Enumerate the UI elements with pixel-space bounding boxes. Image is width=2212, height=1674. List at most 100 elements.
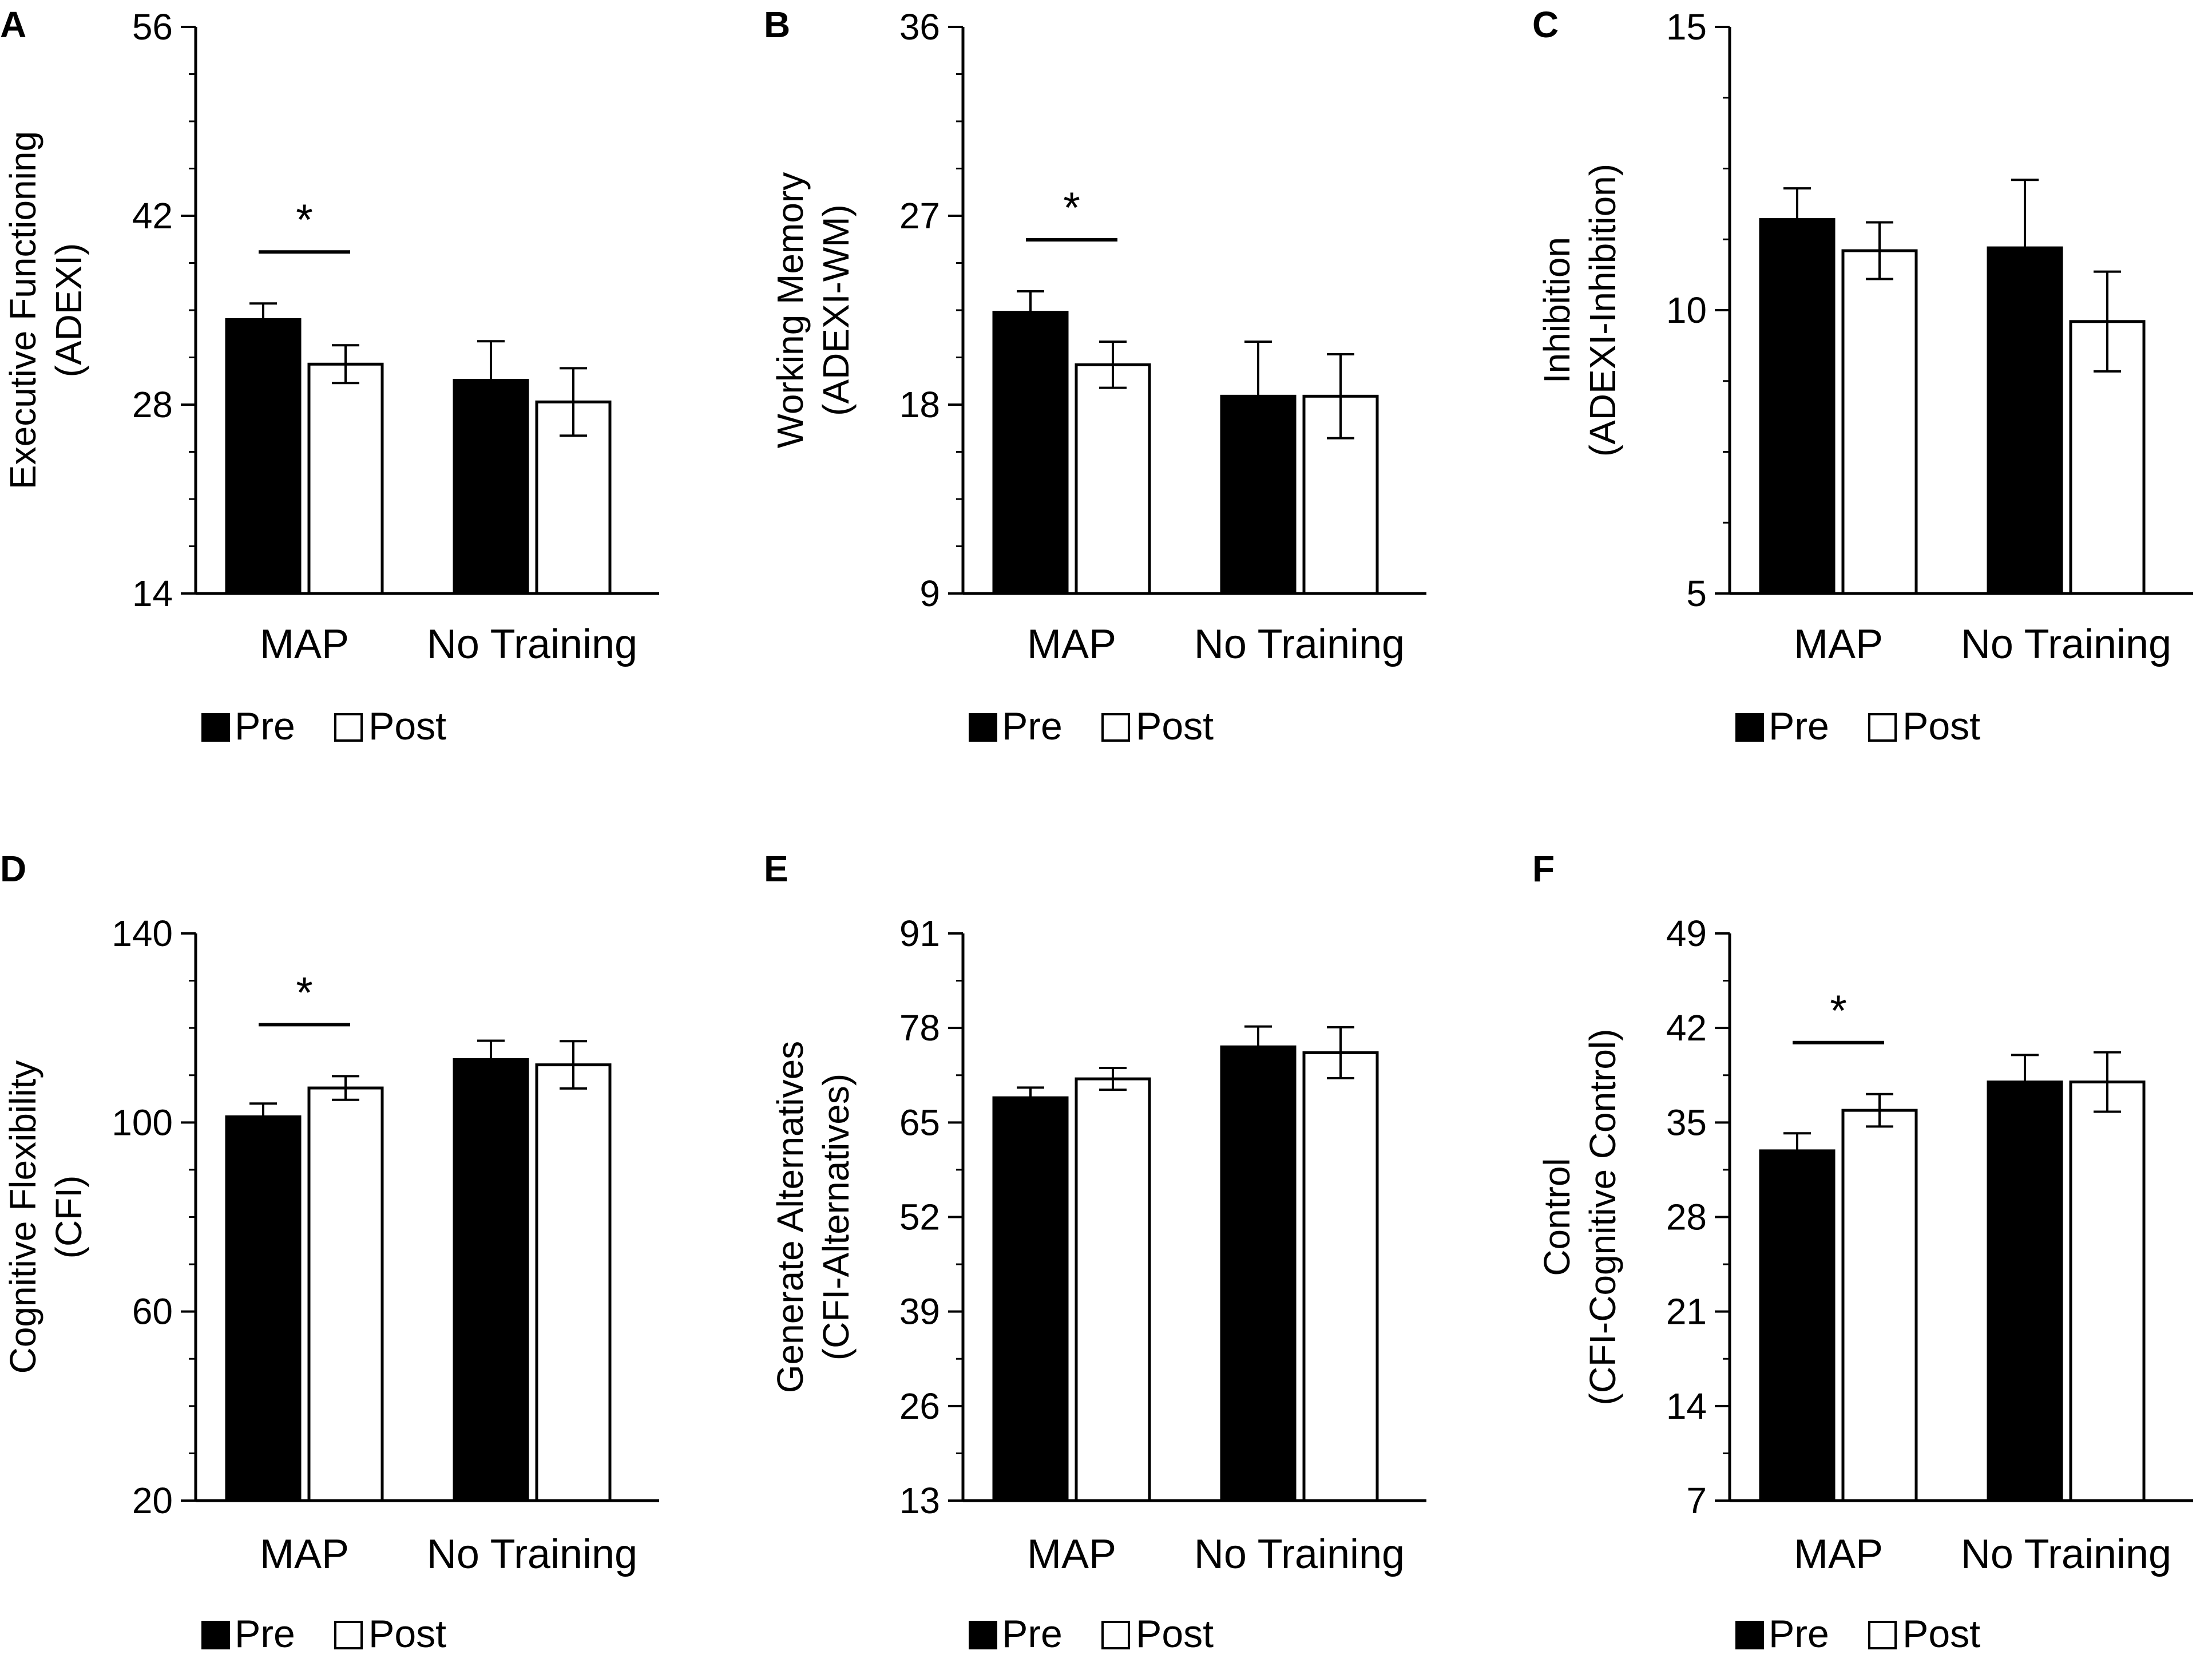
y-axis-title-line: Inhibition xyxy=(1536,237,1577,383)
y-axis-title-line: Executive Functioning xyxy=(2,131,43,489)
y-axis-title: Control (CFI-Cognitive Control) xyxy=(1536,1029,1623,1406)
y-tick-label: 36 xyxy=(899,6,940,48)
bar-pre-map xyxy=(225,1115,302,1502)
legend-swatch-post xyxy=(1101,1621,1130,1649)
significance-star: * xyxy=(1830,987,1847,1035)
y-axis-title-line: (ADEXI-WM) xyxy=(815,204,857,416)
legend-label-pre: Pre xyxy=(1002,1612,1063,1656)
legend-label-post: Post xyxy=(1902,1612,1980,1656)
x-category-label: No Training xyxy=(1194,622,1405,667)
bar-pre-map xyxy=(1759,1149,1836,1502)
y-tick-label: 26 xyxy=(899,1386,940,1427)
y-tick-label: 14 xyxy=(1666,1386,1707,1427)
bar-post-map xyxy=(1075,363,1151,595)
y-tick-label: 10 xyxy=(1666,290,1707,331)
legend-label-post: Post xyxy=(1136,705,1214,748)
legend: Pre Post xyxy=(1735,705,1980,748)
legend-label-post: Post xyxy=(368,1612,446,1656)
panel-letter-b: B xyxy=(764,4,790,45)
bar-pre-map xyxy=(225,318,302,595)
bar-post-map xyxy=(1075,1077,1151,1502)
bar-post-map xyxy=(307,362,384,595)
y-axis-title: Inhibition (ADEXI-Inhibition) xyxy=(1536,164,1623,457)
panel-letter-a: A xyxy=(0,4,26,45)
y-tick-label: 42 xyxy=(1666,1007,1707,1048)
significance-star: * xyxy=(296,968,313,1017)
significance-star: * xyxy=(296,196,313,244)
y-tick-label: 20 xyxy=(132,1480,173,1521)
legend: Pre Post xyxy=(969,1612,1214,1656)
legend: Pre Post xyxy=(201,705,446,748)
panel-letter-c: C xyxy=(1532,4,1559,45)
bar-pre-map xyxy=(992,311,1069,595)
y-tick-label: 60 xyxy=(132,1291,173,1332)
y-axis-title-line: Control xyxy=(1536,1158,1577,1276)
y-tick-label: 65 xyxy=(899,1102,940,1143)
x-category-label: MAP xyxy=(1794,1531,1883,1577)
y-axis-title: Working Memory (ADEXI-WM) xyxy=(770,172,857,448)
x-category-label: No Training xyxy=(1961,622,2171,667)
y-axis-title: Generate Alternatives (CFI-Alternatives) xyxy=(770,1041,857,1393)
legend-swatch-pre xyxy=(201,1621,230,1649)
significance-star: * xyxy=(1063,184,1080,232)
bar-pre-no-training xyxy=(1987,246,2063,595)
legend-swatch-pre xyxy=(969,1621,997,1649)
legend-label-post: Post xyxy=(368,705,446,748)
legend-swatch-pre xyxy=(1735,713,1764,742)
panel-d: D 20 60 100 140 Cognitive Flexibility (CFI) MAP… xyxy=(0,848,659,1656)
y-tick-label: 39 xyxy=(899,1291,940,1332)
x-category-label: MAP xyxy=(260,622,349,667)
y-tick-label: 7 xyxy=(1686,1480,1707,1521)
panel-c: C 5 10 15 Inhibition (ADEXI-Inhibition) MAP No … xyxy=(1532,4,2193,748)
legend-swatch-post xyxy=(334,1621,363,1649)
y-tick-label: 52 xyxy=(899,1197,940,1238)
bar-post-map xyxy=(1841,249,1918,595)
bar-post-map xyxy=(307,1086,384,1502)
panel-letter-e: E xyxy=(764,848,788,889)
y-axis-title: Executive Functioning (ADEXI) xyxy=(2,131,89,489)
bar-post-no-training xyxy=(1302,1051,1379,1502)
panel-e: E 13 26 39 52 65 78 91 Generate Alternatives (CFI… xyxy=(764,848,1426,1656)
bar-post-map xyxy=(1841,1109,1918,1502)
legend: Pre Post xyxy=(969,705,1214,748)
panel-letter-f: F xyxy=(1532,848,1555,889)
x-category-label: MAP xyxy=(1027,622,1116,667)
y-axis-title-line: (ADEXI) xyxy=(48,243,89,378)
y-tick-label: 56 xyxy=(132,6,173,48)
x-category-label: No Training xyxy=(1961,1531,2171,1577)
legend-label-pre: Pre xyxy=(1002,705,1063,748)
legend: Pre Post xyxy=(201,1612,446,1656)
panel-letter-d: D xyxy=(0,848,26,889)
legend-swatch-post xyxy=(1868,713,1897,742)
legend-label-pre: Pre xyxy=(235,1612,295,1656)
legend-label-pre: Pre xyxy=(1769,1612,1829,1656)
legend-swatch-post xyxy=(1868,1621,1897,1649)
bar-pre-map xyxy=(992,1096,1069,1502)
y-tick-label: 78 xyxy=(899,1007,940,1048)
y-tick-label: 100 xyxy=(112,1102,173,1143)
legend-swatch-post xyxy=(1101,713,1130,742)
bar-pre-no-training xyxy=(453,1058,529,1502)
legend-swatch-pre xyxy=(969,713,997,742)
y-tick-label: 140 xyxy=(112,913,173,954)
legend-label-pre: Pre xyxy=(1769,705,1829,748)
y-tick-label: 5 xyxy=(1686,573,1707,614)
bar-pre-no-training xyxy=(1220,394,1297,595)
y-tick-label: 9 xyxy=(919,573,940,614)
y-axis-title-line: (ADEXI-Inhibition) xyxy=(1582,164,1623,457)
y-tick-label: 91 xyxy=(899,913,940,954)
bar-post-no-training xyxy=(535,1063,612,1502)
legend-label-post: Post xyxy=(1136,1612,1214,1656)
y-axis-title-line: (CFI-Alternatives) xyxy=(815,1074,857,1360)
legend-swatch-post xyxy=(334,713,363,742)
y-axis-title-line: Working Memory xyxy=(770,172,811,448)
bar-pre-map xyxy=(1759,218,1836,595)
legend: Pre Post xyxy=(1735,1612,1980,1656)
y-axis-title: Cognitive Flexibility (CFI) xyxy=(2,1060,89,1374)
x-category-label: No Training xyxy=(427,1531,637,1577)
panel-f: F 7 14 21 28 35 42 49 Control (CFI-Cognitive Cont… xyxy=(1532,848,2193,1656)
legend-swatch-pre xyxy=(1735,1621,1764,1649)
bar-pre-no-training xyxy=(1987,1081,2063,1502)
x-category-label: No Training xyxy=(427,622,637,667)
